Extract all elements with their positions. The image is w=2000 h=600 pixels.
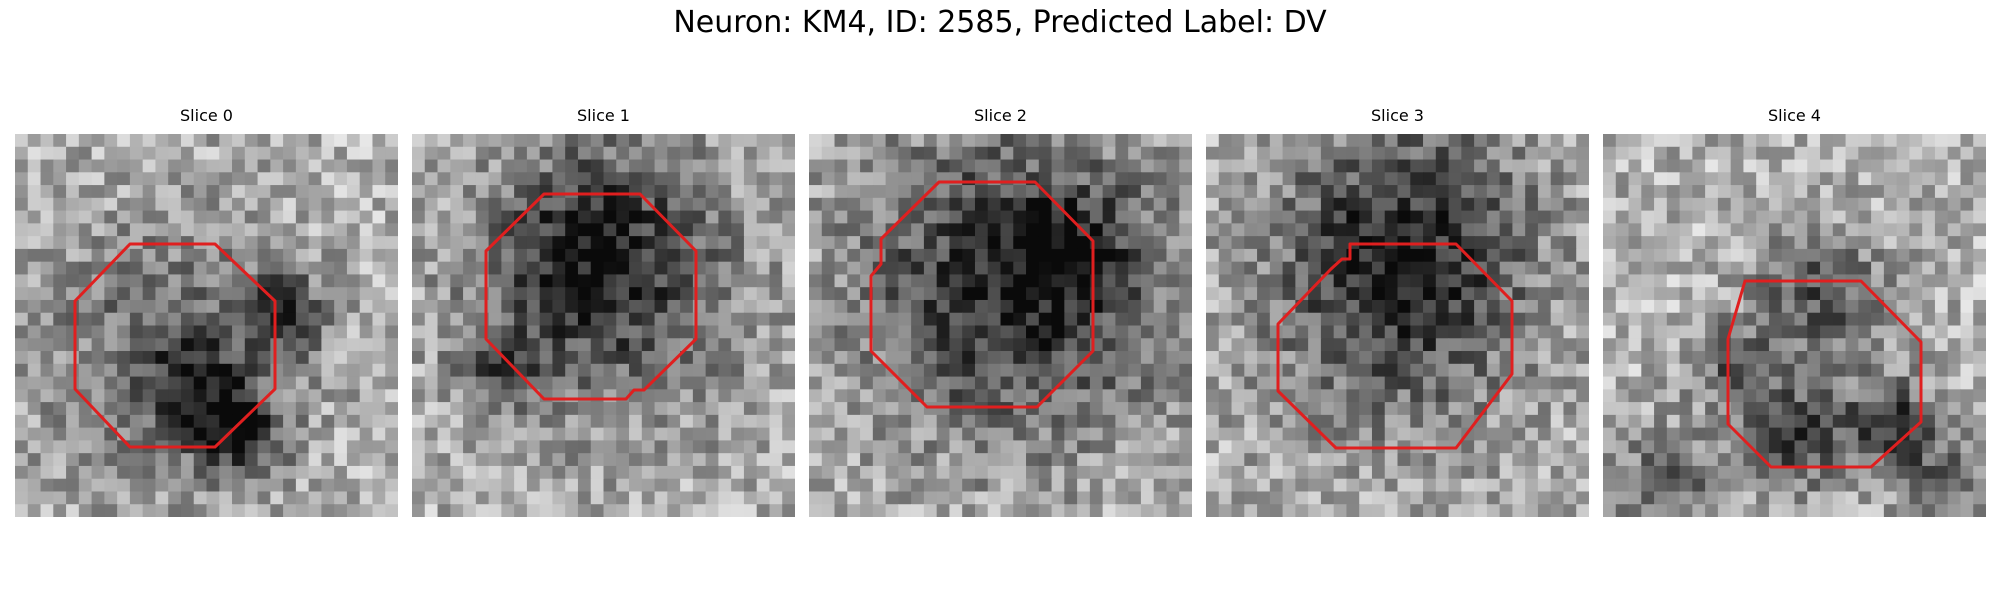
slice-panel-1: Slice 1 <box>412 106 795 517</box>
roi-contour <box>1276 242 1514 450</box>
slice-title: Slice 0 <box>180 106 233 125</box>
slice-panel-2: Slice 2 <box>809 106 1192 517</box>
slice-image-svg <box>15 134 398 517</box>
slice-panel-0: Slice 0 <box>15 106 398 517</box>
slice-image <box>1603 134 1986 517</box>
roi-contour <box>1726 279 1923 469</box>
slice-image-svg <box>1206 134 1589 517</box>
slice-panel-3: Slice 3 <box>1206 106 1589 517</box>
pixel-grid <box>15 134 398 517</box>
slice-image <box>412 134 795 517</box>
pixel-grid <box>1206 134 1589 517</box>
slice-image <box>1206 134 1589 517</box>
slice-image-svg <box>809 134 1192 517</box>
slice-title: Slice 3 <box>1371 106 1424 125</box>
slice-image <box>809 134 1192 517</box>
slice-image-svg <box>1603 134 1986 517</box>
roi-contour <box>869 180 1095 409</box>
slice-title: Slice 1 <box>577 106 630 125</box>
pixel-grid <box>412 134 795 517</box>
slice-title: Slice 4 <box>1768 106 1821 125</box>
pixel-grid <box>809 134 1192 517</box>
slice-panel-4: Slice 4 <box>1603 106 1986 517</box>
roi-contour <box>484 192 698 401</box>
slice-title: Slice 2 <box>974 106 1027 125</box>
pixel-grid <box>1603 134 1986 517</box>
slice-image <box>15 134 398 517</box>
roi-contour <box>73 242 277 449</box>
slice-image-svg <box>412 134 795 517</box>
figure-title: Neuron: KM4, ID: 2585, Predicted Label: … <box>673 5 1327 40</box>
